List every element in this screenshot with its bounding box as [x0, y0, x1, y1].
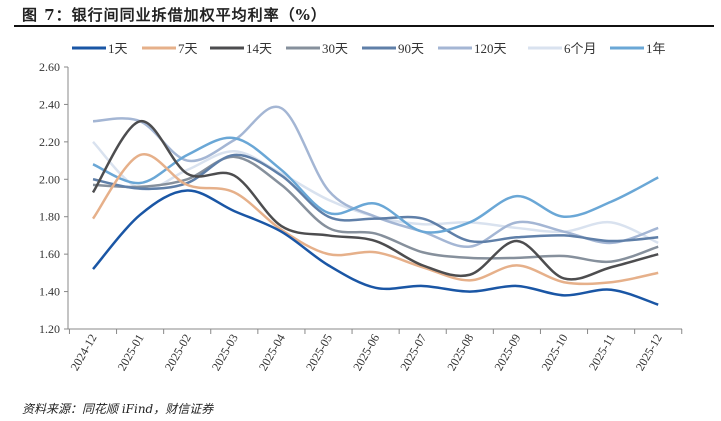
legend-label: 1天 [108, 41, 128, 56]
legend-label: 1年 [646, 41, 666, 56]
x-tick-label: 2025-05 [303, 332, 335, 374]
series-line-5 [92, 105, 659, 248]
legend-label: 14天 [246, 41, 272, 56]
x-tick-label: 2025-11 [586, 332, 618, 373]
x-tick-label: 2025-07 [397, 332, 429, 374]
y-tick-label: 2.20 [39, 135, 60, 149]
x-tick-label: 2025-02 [162, 332, 194, 374]
x-tick-label: 2024-12 [67, 332, 99, 374]
figure-title: 图 7：银行间同业拆借加权平均利率（%） [22, 6, 327, 24]
y-tick-label: 1.40 [39, 285, 60, 299]
series-line-2 [91, 120, 659, 281]
y-tick-label: 1.20 [39, 322, 60, 336]
line-chart: 1.20 1.40 1.60 1.80 2.00 2.20 2.40 2.60 2024-12 2… [39, 41, 683, 374]
x-tick-label: 2025-12 [633, 332, 665, 374]
series-line-3 [92, 155, 659, 264]
y-tick-label: 1.80 [39, 210, 60, 224]
legend-label: 6个月 [564, 41, 597, 56]
x-tick-label: 2025-03 [209, 332, 241, 374]
source-note: 资料来源：同花顺 iFind，财信证券 [22, 402, 214, 416]
y-tick-label: 2.40 [39, 97, 60, 111]
series-line-0 [92, 189, 659, 306]
series-line-4 [92, 153, 659, 244]
legend-label: 30天 [322, 41, 348, 56]
x-tick-label: 2025-01 [115, 332, 147, 374]
title-divider [14, 25, 714, 27]
x-tick-label: 2025-06 [350, 332, 382, 374]
x-tick-label: 2025-08 [444, 332, 476, 374]
series-line-7 [92, 136, 659, 234]
y-tick-label: 2.60 [39, 60, 60, 74]
x-tick-label: 2025-04 [256, 332, 288, 374]
y-tick-label: 2.00 [39, 172, 60, 186]
x-tick-label: 2025-09 [491, 332, 523, 374]
y-tick-label: 1.60 [39, 247, 60, 261]
series-line-1 [91, 153, 659, 286]
legend-label: 120天 [474, 41, 507, 56]
legend-label: 90天 [398, 41, 424, 56]
legend-label: 7天 [178, 41, 198, 56]
x-tick-label: 2025-10 [538, 332, 570, 374]
